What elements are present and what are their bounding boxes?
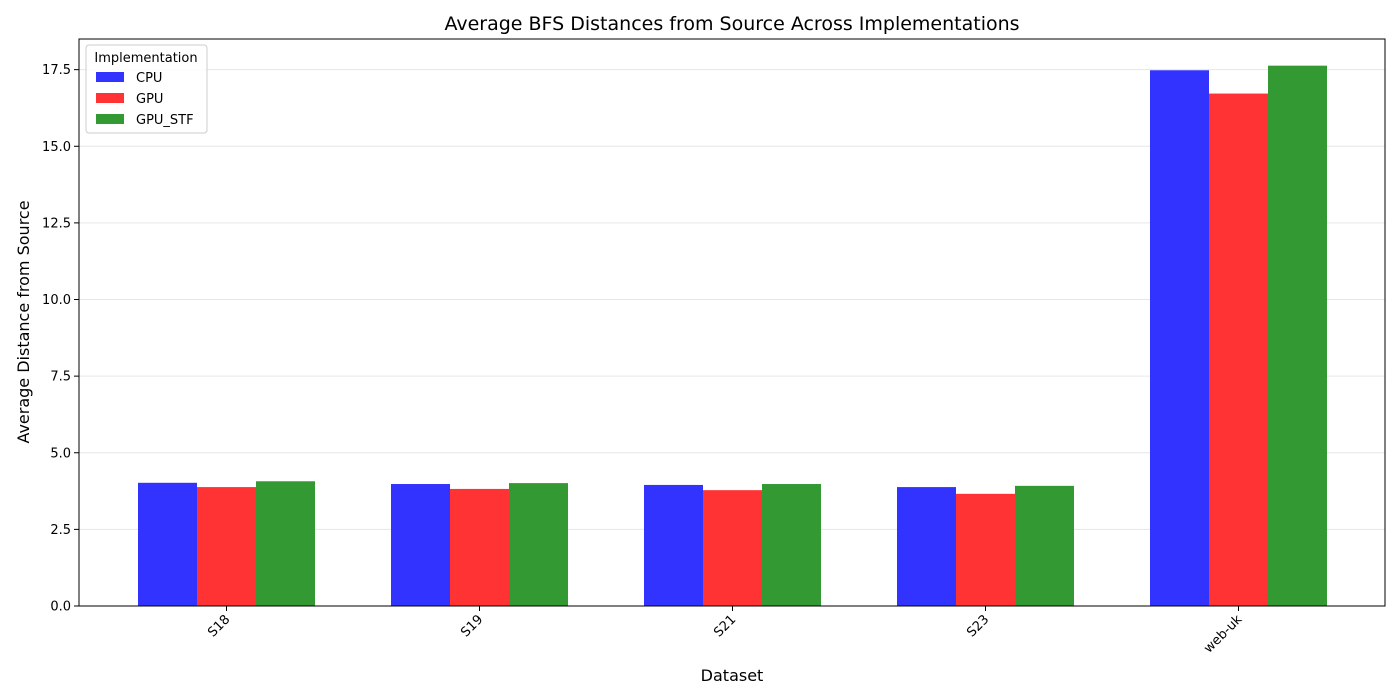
bar-gpu-s19 (450, 488, 509, 606)
legend-items: CPU GPU GPU_STF (96, 71, 194, 128)
x-axis-label: Dataset (701, 666, 764, 685)
bar-gpu_stf-s23 (1015, 485, 1074, 606)
bar-gpu_stf-s18 (256, 481, 315, 606)
x-tick-label: S19 (458, 612, 486, 640)
bar-gpu-s21 (703, 490, 762, 606)
y-tick-label: 0.0 (50, 600, 71, 615)
chart-title: Average BFS Distances from Source Across… (444, 13, 1019, 35)
y-tick-label: 7.5 (50, 370, 71, 385)
y-axis-label: Average Distance from Source (14, 200, 33, 443)
bar-gpu_stf-web-uk (1268, 65, 1327, 607)
legend-label-gpu: GPU (136, 92, 163, 107)
x-tick-label: S23 (964, 612, 992, 640)
bar-gpu_stf-s21 (762, 484, 821, 606)
x-tick-label: S18 (205, 612, 233, 640)
bar-gpu-web-uk (1209, 93, 1268, 607)
legend-swatch-gpu (96, 93, 124, 103)
y-tick-label: 12.5 (42, 216, 71, 231)
legend-box (85, 44, 208, 134)
bar-gpu-s23 (956, 493, 1015, 606)
x-tick-label: web-uk (1201, 612, 1245, 656)
legend-label-gpu_stf: GPU_STF (136, 113, 194, 128)
bars (138, 65, 1327, 607)
gridlines (79, 69, 1385, 530)
bar-cpu-web-uk (1150, 70, 1209, 607)
bar-gpu-s18 (197, 487, 256, 606)
x-axis-ticks: S18 S19 S21 S23 web-uk (205, 606, 1246, 656)
bar-cpu-s18 (138, 482, 197, 606)
legend: Implementation CPU GPU GPU_STF (85, 44, 208, 134)
y-tick-label: 5.0 (50, 446, 71, 461)
y-tick-label: 2.5 (50, 523, 71, 538)
bar-gpu_stf-s19 (509, 483, 568, 606)
bar-cpu-s21 (644, 484, 703, 606)
legend-label-cpu: CPU (136, 71, 162, 86)
x-tick-label: S21 (711, 612, 739, 640)
y-tick-label: 15.0 (42, 140, 71, 155)
legend-swatch-gpu_stf (96, 114, 124, 124)
legend-swatch-cpu (96, 72, 124, 82)
legend-title: Implementation (94, 51, 197, 66)
y-tick-label: 10.0 (42, 293, 71, 308)
y-tick-label: 17.5 (42, 63, 71, 78)
bar-cpu-s23 (897, 487, 956, 606)
y-axis-ticks: 0.0 2.5 5.0 7.5 10.0 12.5 15.0 17.5 (42, 63, 79, 615)
bar-cpu-s19 (391, 484, 450, 606)
